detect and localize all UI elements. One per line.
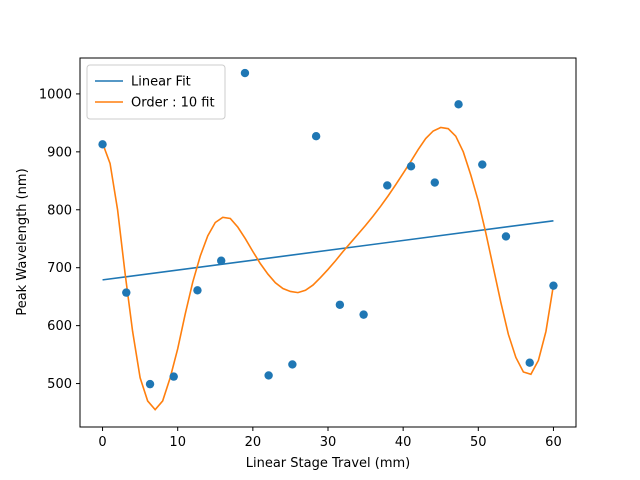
x-axis-label: Linear Stage Travel (mm) xyxy=(246,456,410,471)
data-point-11 xyxy=(359,310,368,319)
data-point-15 xyxy=(454,100,463,109)
legend: Linear Fit Order : 10 fit xyxy=(86,64,226,120)
data-point-7 xyxy=(264,371,273,380)
data-point-14 xyxy=(430,178,439,187)
x-tick-label: 30 xyxy=(320,435,337,450)
x-tick-label: 60 xyxy=(545,435,562,450)
axes-layer: 0 10 20 30 40 50 60 500 600 700 800 900 1000 xyxy=(39,57,577,450)
series-line-0 xyxy=(102,219,554,281)
data-point-1 xyxy=(122,288,131,297)
data-point-4 xyxy=(193,286,202,295)
x-tick-label: 40 xyxy=(395,435,412,450)
y-tick-label: 900 xyxy=(47,145,72,160)
series-layer xyxy=(98,68,558,411)
y-tick-label: 800 xyxy=(47,203,72,218)
data-point-2 xyxy=(145,379,155,389)
y-tick-label: 600 xyxy=(47,319,72,334)
data-point-5 xyxy=(217,256,226,265)
x-tick-label: 20 xyxy=(245,435,262,450)
legend-label-0: Linear Fit xyxy=(131,75,191,90)
data-point-8 xyxy=(288,360,297,369)
series-line-1 xyxy=(101,126,555,411)
data-point-16 xyxy=(478,160,487,169)
x-tick-label: 0 xyxy=(98,435,106,450)
data-point-12 xyxy=(383,181,392,190)
data-point-13 xyxy=(406,162,416,171)
y-tick-label: 1000 xyxy=(39,87,72,102)
legend-label-1: Order : 10 fit xyxy=(131,96,215,111)
y-tick-label: 700 xyxy=(47,261,72,276)
x-tick-label: 10 xyxy=(169,435,186,450)
data-point-18 xyxy=(525,358,534,367)
data-point-9 xyxy=(311,132,321,141)
data-point-6 xyxy=(240,68,250,78)
y-axis-label: Peak Wavelength (nm) xyxy=(15,168,30,315)
y-tick-label: 500 xyxy=(47,377,72,392)
data-point-19 xyxy=(549,281,558,290)
legend-box xyxy=(86,64,226,120)
data-point-10 xyxy=(335,300,345,309)
x-tick-label: 50 xyxy=(470,435,487,450)
data-point-0 xyxy=(98,140,107,149)
data-point-17 xyxy=(501,232,511,241)
data-point-3 xyxy=(169,372,178,381)
